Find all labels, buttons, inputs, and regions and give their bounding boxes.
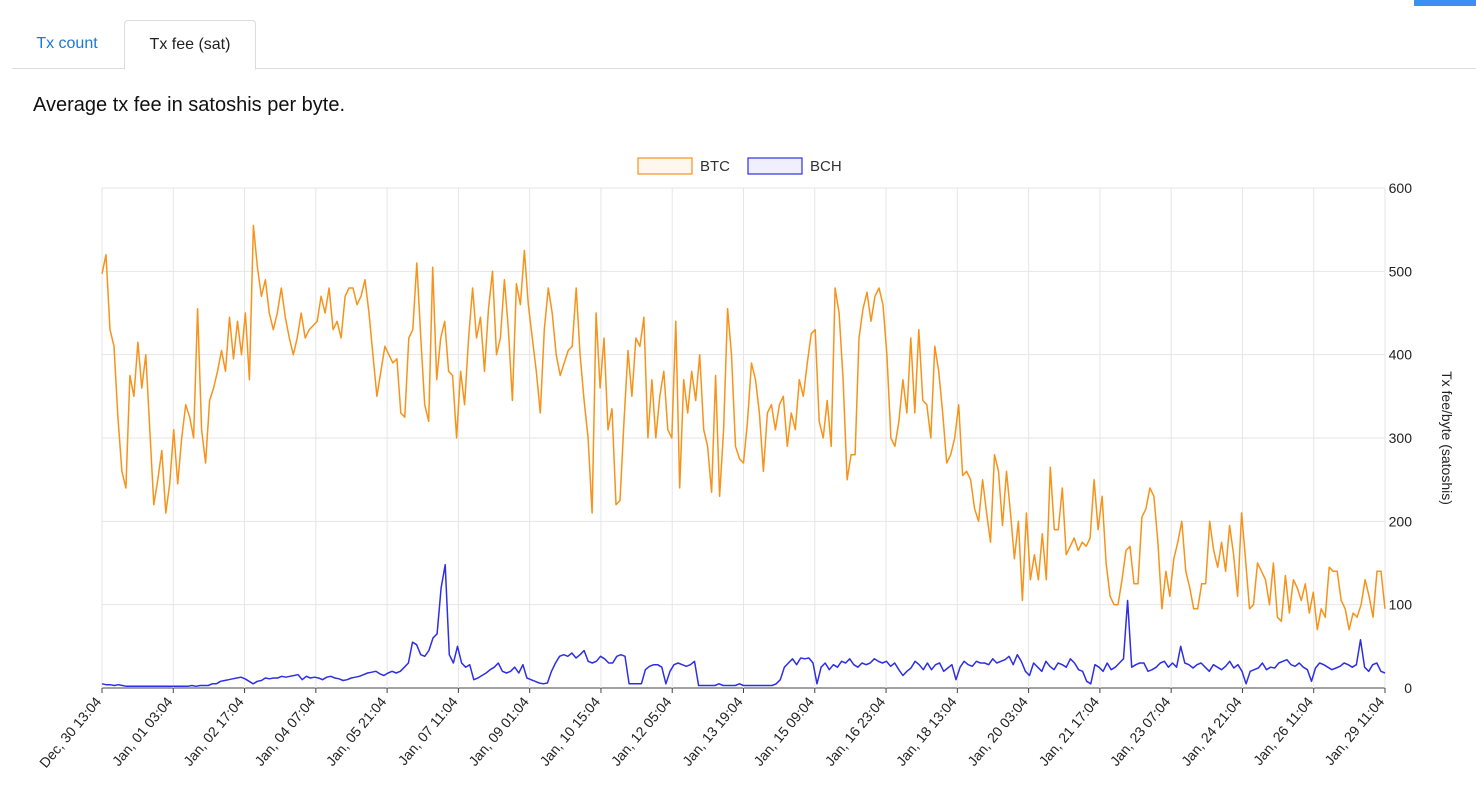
y-tick-label: 600 [1389, 180, 1413, 196]
x-tick-label: Dec, 30 13:04 [36, 693, 104, 770]
x-tick-label: Jan, 21 17:04 [1035, 693, 1102, 768]
chart-series [101, 224, 1386, 688]
x-tick-label: Jan, 13 19:04 [679, 693, 746, 768]
top-accent-bar [1414, 0, 1476, 6]
y-tick-label: 0 [1404, 680, 1412, 696]
y-axis-ticks: 0 100 200 300 400 500 600 [1389, 180, 1413, 696]
x-tick-label: Jan, 23 07:04 [1107, 693, 1174, 768]
legend-label: BTC [700, 158, 730, 175]
series-line-btc [101, 224, 1386, 631]
y-tick-label: 400 [1389, 347, 1413, 363]
x-tick-label: Jan, 15 09:04 [750, 693, 817, 768]
x-tick-label: Jan, 07 11:04 [395, 693, 461, 768]
x-tick-label: Jan, 20 03:04 [964, 693, 1031, 768]
x-tick-label: Jan, 29 11:04 [1321, 693, 1387, 768]
y-axis-label: Tx fee/byte (satoshis) [1439, 371, 1455, 505]
tab-tx-count[interactable]: Tx count [36, 35, 98, 52]
y-tick-label: 200 [1389, 513, 1413, 529]
legend-item-bch[interactable]: BCH [747, 157, 842, 175]
x-tick-label: Jan, 10 15:04 [536, 693, 603, 768]
tab-tx-fee[interactable]: Tx fee (sat) [124, 20, 256, 70]
series-line-bch [101, 563, 1386, 688]
x-tick-label: Jan, 02 17:04 [180, 693, 247, 768]
x-tick-label: Jan, 18 13:04 [893, 693, 960, 768]
legend-item-btc[interactable]: BTC [637, 157, 730, 175]
x-tick-label: Jan, 26 11:04 [1250, 693, 1316, 768]
x-tick-label: Jan, 01 03:04 [109, 693, 176, 768]
x-tick-label: Jan, 04 07:04 [251, 693, 318, 768]
y-tick-label: 100 [1389, 597, 1413, 613]
tab-bar: Tx count Tx fee (sat) [12, 20, 1476, 70]
chart-grid [101, 187, 1386, 693]
x-tick-label: Jan, 24 21:04 [1178, 693, 1245, 768]
legend-label: BCH [810, 158, 842, 175]
chart-legend[interactable]: BTC BCH [637, 157, 842, 175]
x-tick-label: Jan, 05 21:04 [323, 693, 390, 768]
x-tick-label: Jan, 09 01:04 [465, 693, 532, 768]
y-tick-label: 300 [1389, 430, 1413, 446]
x-axis-ticks: Dec, 30 13:04 Jan, 01 03:04 Jan, 02 17:04 J… [36, 693, 1387, 770]
y-tick-label: 500 [1389, 263, 1413, 279]
chart-description: Average tx fee in satoshis per byte. [33, 94, 346, 116]
legend-swatch [747, 157, 803, 175]
x-tick-label: Jan, 12 05:04 [608, 693, 675, 768]
fee-chart: 0 100 200 300 400 500 600 Dec, 30 13:04 Jan, 01… [36, 157, 1455, 771]
legend-swatch [637, 157, 693, 175]
x-tick-label: Jan, 16 23:04 [822, 693, 889, 768]
